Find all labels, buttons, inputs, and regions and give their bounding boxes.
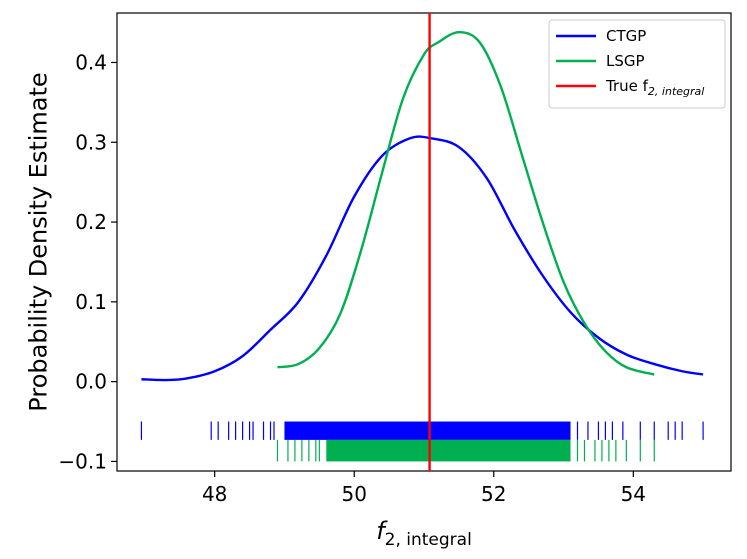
legend-label-lsgp: LSGP — [606, 52, 645, 70]
y-axis-label: Probability Density Estimate — [24, 72, 52, 411]
y-tick-label: 0.0 — [75, 370, 107, 394]
y-tick-label: 0.1 — [75, 290, 107, 314]
legend-label-ctgp: CTGP — [606, 27, 646, 45]
x-tick-label: 52 — [481, 482, 506, 506]
ticks-layer: 48 50 52 54 0.0 0.1 0.2 0.3 0.4 −0.1 — [58, 50, 646, 506]
x-axis-label-sub: 2, integral — [385, 530, 472, 550]
y-tick-label: 0.3 — [75, 130, 107, 154]
series-line-lsgp — [277, 30, 655, 376]
y-tick-label: −0.1 — [58, 449, 107, 473]
x-tick-label: 54 — [621, 482, 646, 506]
x-tick-label: 48 — [202, 482, 227, 506]
plot-frame — [116, 12, 732, 472]
rug-dense-band — [284, 421, 571, 440]
x-axis-label: f2, integral — [376, 517, 472, 550]
series-layer — [141, 30, 704, 382]
legend: CTGP LSGP True f2, integral — [548, 19, 726, 109]
y-tick-label: 0.2 — [75, 210, 107, 234]
rug-dense-band — [326, 439, 571, 462]
rug-layer — [140, 421, 704, 462]
y-tick-label: 0.4 — [75, 50, 107, 74]
legend-label-true: True f2, integral — [605, 77, 704, 98]
x-tick-label: 50 — [342, 482, 367, 506]
series-line-ctgp — [141, 135, 704, 382]
